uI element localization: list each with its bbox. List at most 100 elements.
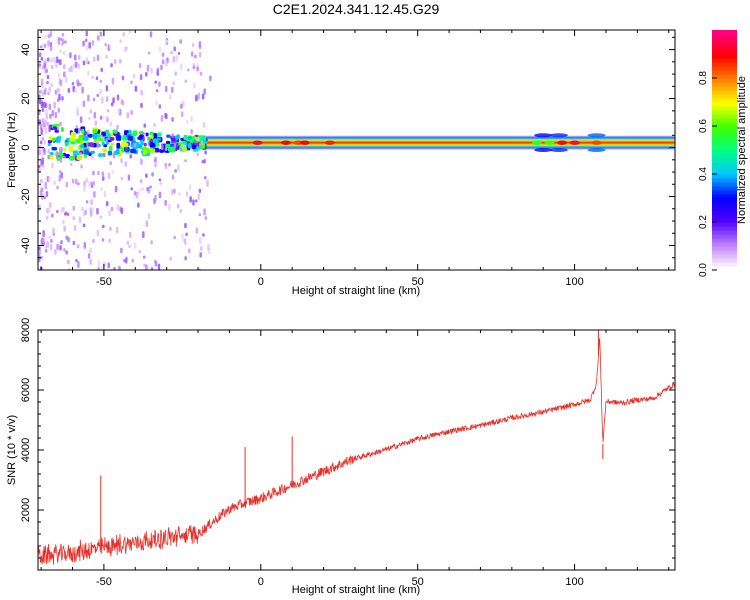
colorbar-cell bbox=[712, 74, 737, 79]
spectral-noise-cell bbox=[137, 202, 140, 208]
spectral-peak bbox=[280, 140, 291, 145]
spectral-noise-cell bbox=[38, 65, 42, 70]
spectral-noise-cell bbox=[40, 178, 43, 184]
spectral-noise-cell bbox=[120, 176, 124, 181]
spectral-noise-cell bbox=[61, 32, 65, 37]
spectral-cell bbox=[47, 139, 52, 144]
spectral-noise-cell bbox=[172, 55, 176, 63]
spectral-noise-cell bbox=[48, 125, 51, 133]
spectral-noise-cell bbox=[54, 111, 58, 119]
spectral-noise-cell bbox=[116, 124, 119, 130]
spectral-noise-cell bbox=[105, 116, 109, 122]
spectral-noise-cell bbox=[63, 225, 66, 232]
spectral-noise-cell bbox=[43, 62, 47, 69]
colorbar-cell bbox=[712, 158, 737, 163]
spectral-noise-cell bbox=[165, 113, 168, 120]
spectral-cell bbox=[155, 142, 160, 147]
spectral-noise-cell bbox=[75, 125, 79, 129]
spectral-noise-cell bbox=[44, 35, 47, 39]
spectral-noise-cell bbox=[59, 121, 62, 127]
spectral-noise-cell bbox=[60, 172, 63, 179]
spectral-noise-cell bbox=[39, 190, 43, 197]
spectral-cell bbox=[142, 149, 147, 155]
spectral-noise-cell bbox=[155, 100, 158, 106]
spectral-cell bbox=[171, 137, 176, 142]
spectral-cell bbox=[109, 137, 115, 141]
spectral-noise-cell bbox=[105, 201, 109, 207]
spectral-cell bbox=[87, 133, 93, 138]
spectral-noise-cell bbox=[90, 181, 93, 186]
spectral-noise-cell bbox=[196, 66, 199, 72]
spectral-noise-cell bbox=[177, 164, 180, 172]
spectral-noise-cell bbox=[193, 82, 196, 89]
spectral-noise-cell bbox=[109, 226, 112, 231]
spectral-noise-cell bbox=[63, 212, 67, 216]
spectral-noise-cell bbox=[73, 153, 76, 157]
spectral-noise-cell bbox=[92, 56, 96, 63]
spectral-cell bbox=[127, 135, 133, 141]
spectral-noise-cell bbox=[40, 128, 43, 136]
spectral-noise-cell bbox=[140, 102, 143, 108]
spectral-cell bbox=[178, 142, 182, 146]
spectrogram-x-tick-label: -50 bbox=[96, 276, 112, 288]
spectral-cell bbox=[68, 146, 74, 152]
spectral-noise-cell bbox=[144, 72, 148, 77]
spectrogram-x-tick-label: 50 bbox=[412, 276, 424, 288]
spectral-noise-cell bbox=[133, 190, 137, 196]
spectral-noise-cell bbox=[100, 266, 104, 270]
spectral-cell bbox=[51, 146, 58, 151]
colorbar-cell bbox=[712, 118, 737, 123]
spectral-noise-cell bbox=[76, 106, 79, 112]
spectral-noise-cell bbox=[38, 255, 41, 263]
spectral-noise-cell bbox=[38, 246, 41, 250]
spectral-noise-cell bbox=[52, 228, 55, 234]
spectral-noise-cell bbox=[207, 243, 210, 250]
colorbar-cell bbox=[712, 150, 737, 155]
spectral-noise-cell bbox=[142, 255, 146, 259]
spectral-noise-cell bbox=[40, 78, 44, 85]
spectral-noise-cell bbox=[49, 31, 53, 37]
spectral-cell bbox=[187, 143, 192, 148]
spectral-noise-cell bbox=[111, 77, 115, 85]
spectral-noise-cell bbox=[58, 174, 62, 182]
colorbar-cell bbox=[712, 98, 737, 103]
spectral-noise-cell bbox=[79, 116, 83, 124]
spectral-noise-cell bbox=[87, 94, 90, 102]
spectral-noise-cell bbox=[184, 159, 187, 163]
spectral-noise-cell bbox=[72, 240, 76, 246]
spectral-noise-cell bbox=[46, 75, 50, 80]
spectral-noise-cell bbox=[38, 108, 41, 116]
spectral-noise-cell bbox=[200, 140, 204, 146]
snr-y-tick-label: 4000 bbox=[20, 438, 32, 462]
spectral-noise-cell bbox=[176, 203, 180, 209]
spectral-noise-cell bbox=[51, 109, 55, 117]
spectral-noise-cell bbox=[198, 51, 202, 58]
spectral-noise-cell bbox=[209, 75, 212, 82]
spectral-noise-cell bbox=[184, 256, 187, 261]
spectral-noise-cell bbox=[153, 123, 156, 127]
spectral-noise-cell bbox=[174, 71, 177, 76]
spectral-noise-cell bbox=[198, 188, 202, 193]
spectral-noise-cell bbox=[89, 258, 92, 265]
spectral-noise-cell bbox=[99, 79, 103, 83]
spectral-noise-cell bbox=[147, 213, 151, 220]
spectral-cell bbox=[101, 141, 105, 146]
spectral-noise-cell bbox=[161, 59, 165, 65]
spectral-cell bbox=[139, 130, 144, 135]
spectral-noise-cell bbox=[74, 88, 77, 94]
spectral-noise-cell bbox=[128, 231, 132, 238]
colorbar-cell bbox=[712, 194, 737, 199]
spectral-noise-cell bbox=[47, 40, 50, 47]
spectral-noise-cell bbox=[112, 97, 115, 104]
colorbar-tick-label: 0.8 bbox=[698, 71, 709, 85]
spectral-noise-cell bbox=[43, 101, 46, 108]
spectral-noise-cell bbox=[59, 79, 63, 87]
spectral-noise-cell bbox=[104, 43, 107, 47]
spectral-noise-cell bbox=[158, 191, 162, 199]
spectral-noise-cell bbox=[107, 136, 111, 141]
spectral-noise-cell bbox=[61, 38, 65, 45]
spectral-noise-cell bbox=[120, 207, 124, 214]
spectral-cell bbox=[102, 148, 108, 153]
spectral-noise-cell bbox=[194, 54, 197, 59]
spectral-noise-cell bbox=[99, 115, 103, 120]
